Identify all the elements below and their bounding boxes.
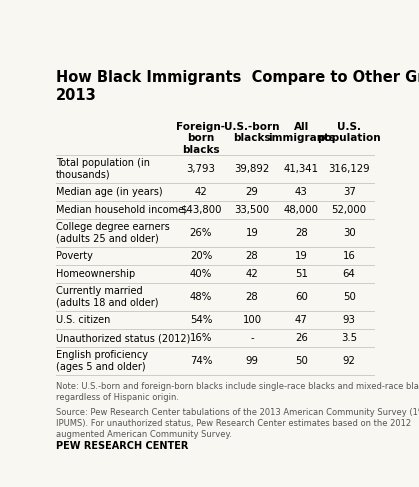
- Text: PEW RESEARCH CENTER: PEW RESEARCH CENTER: [56, 441, 188, 450]
- Text: 19: 19: [246, 228, 259, 238]
- Text: 92: 92: [343, 356, 356, 366]
- Text: $43,800: $43,800: [180, 205, 222, 215]
- Text: 3,793: 3,793: [186, 164, 215, 174]
- Text: 42: 42: [194, 187, 207, 197]
- Text: 47: 47: [295, 315, 308, 325]
- Text: 48,000: 48,000: [284, 205, 319, 215]
- Text: Poverty: Poverty: [56, 251, 93, 261]
- Text: -: -: [250, 333, 254, 343]
- Text: Foreign-
born
blacks: Foreign- born blacks: [176, 122, 225, 155]
- Text: 28: 28: [295, 228, 308, 238]
- Text: 30: 30: [343, 228, 356, 238]
- Text: 316,129: 316,129: [328, 164, 370, 174]
- Text: 50: 50: [295, 356, 308, 366]
- Text: 29: 29: [246, 187, 259, 197]
- Text: Currently married
(adults 18 and older): Currently married (adults 18 and older): [56, 286, 158, 308]
- Text: 43: 43: [295, 187, 308, 197]
- Text: 19: 19: [295, 251, 308, 261]
- Text: How Black Immigrants  Compare to Other Groups,
2013: How Black Immigrants Compare to Other Gr…: [56, 70, 419, 103]
- Text: Note: U.S.-born and foreign-born blacks include single-race blacks and mixed-rac: Note: U.S.-born and foreign-born blacks …: [56, 382, 419, 402]
- Text: 100: 100: [243, 315, 261, 325]
- Text: All
immigrants: All immigrants: [268, 122, 335, 143]
- Text: 28: 28: [246, 292, 259, 302]
- Text: Unauthorized status (2012): Unauthorized status (2012): [56, 333, 190, 343]
- Text: 42: 42: [246, 269, 259, 279]
- Text: 26: 26: [295, 333, 308, 343]
- Text: College degree earners
(adults 25 and older): College degree earners (adults 25 and ol…: [56, 222, 169, 244]
- Text: 52,000: 52,000: [331, 205, 367, 215]
- Text: Median household income: Median household income: [56, 205, 184, 215]
- Text: Homeownership: Homeownership: [56, 269, 135, 279]
- Text: English proficiency
(ages 5 and older): English proficiency (ages 5 and older): [56, 351, 147, 372]
- Text: U.S.
population: U.S. population: [317, 122, 381, 143]
- Text: 40%: 40%: [190, 269, 212, 279]
- Text: 64: 64: [343, 269, 356, 279]
- Text: 37: 37: [343, 187, 356, 197]
- Text: 26%: 26%: [190, 228, 212, 238]
- Text: Total population (in
thousands): Total population (in thousands): [56, 158, 150, 180]
- Text: 28: 28: [246, 251, 259, 261]
- Text: U.S.-born
blacks: U.S.-born blacks: [224, 122, 280, 143]
- Text: 48%: 48%: [190, 292, 212, 302]
- Text: 20%: 20%: [190, 251, 212, 261]
- Text: 54%: 54%: [190, 315, 212, 325]
- Text: 16: 16: [343, 251, 356, 261]
- Text: 51: 51: [295, 269, 308, 279]
- Text: 39,892: 39,892: [235, 164, 270, 174]
- Text: 16%: 16%: [190, 333, 212, 343]
- Text: 33,500: 33,500: [235, 205, 270, 215]
- Text: Median age (in years): Median age (in years): [56, 187, 162, 197]
- Text: 99: 99: [246, 356, 259, 366]
- Text: 60: 60: [295, 292, 308, 302]
- Text: Source: Pew Research Center tabulations of the 2013 American Community Survey (1: Source: Pew Research Center tabulations …: [56, 408, 419, 439]
- Text: 41,341: 41,341: [284, 164, 319, 174]
- Text: 3.5: 3.5: [341, 333, 357, 343]
- Text: 74%: 74%: [190, 356, 212, 366]
- Text: 93: 93: [343, 315, 356, 325]
- Text: 50: 50: [343, 292, 356, 302]
- Text: U.S. citizen: U.S. citizen: [56, 315, 110, 325]
